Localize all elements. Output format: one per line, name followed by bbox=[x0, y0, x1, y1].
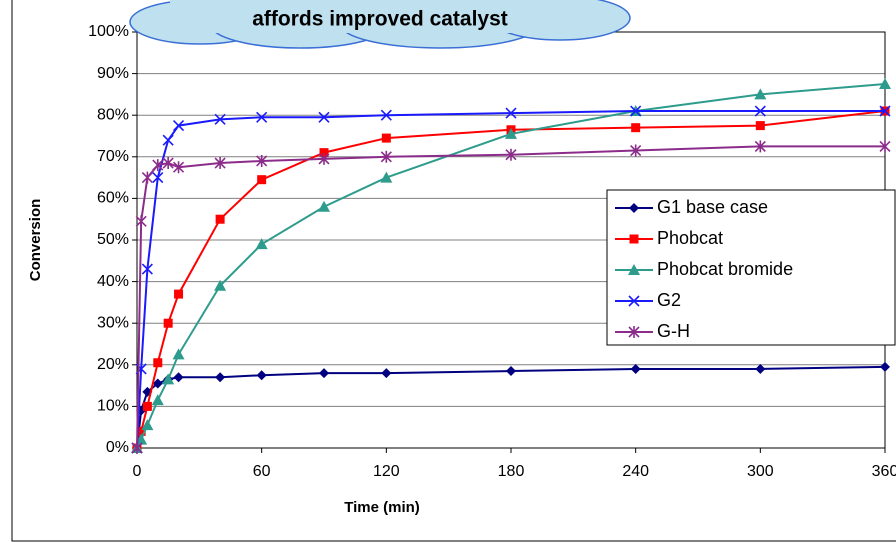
marker bbox=[143, 402, 152, 411]
y-tick-label: 80% bbox=[97, 106, 129, 123]
y-tick-label: 10% bbox=[97, 398, 129, 415]
x-tick-label: 240 bbox=[622, 463, 649, 480]
marker bbox=[164, 319, 173, 328]
marker bbox=[382, 134, 391, 143]
chart-title: affords improved catalyst bbox=[252, 8, 508, 31]
legend-label: G2 bbox=[657, 290, 681, 310]
x-tick-label: 60 bbox=[253, 463, 271, 480]
y-tick-label: 0% bbox=[106, 439, 129, 456]
legend-label: G-H bbox=[657, 321, 690, 341]
x-axis-label: Time (min) bbox=[344, 499, 420, 516]
legend-label: Phobcat bromide bbox=[657, 259, 793, 279]
x-tick-label: 180 bbox=[498, 463, 525, 480]
marker bbox=[174, 290, 183, 299]
y-tick-label: 70% bbox=[97, 148, 129, 165]
marker bbox=[257, 175, 266, 184]
legend: G1 base case Phobcat Phobcat bromide G2 G-H bbox=[607, 190, 895, 345]
x-tick-label: 300 bbox=[747, 463, 774, 480]
legend-label: Phobcat bbox=[657, 228, 723, 248]
y-tick-label: 90% bbox=[97, 65, 129, 82]
marker bbox=[216, 215, 225, 224]
y-tick-label: 20% bbox=[97, 356, 129, 373]
legend-label: G1 base case bbox=[657, 197, 768, 217]
y-tick-label: 40% bbox=[97, 273, 129, 290]
marker bbox=[756, 121, 765, 130]
y-tick-label: 60% bbox=[97, 190, 129, 207]
x-tick-label: 120 bbox=[373, 463, 400, 480]
marker bbox=[153, 358, 162, 367]
y-tick-label: 50% bbox=[97, 231, 129, 248]
y-tick-label: 30% bbox=[97, 314, 129, 331]
y-tick-label: 100% bbox=[88, 23, 129, 40]
x-tick-label: 360 bbox=[872, 463, 896, 480]
marker bbox=[631, 123, 640, 132]
chart: 0% 10% 20% 30% 40% 50% 60% 70% 80% 90% 100% 0 60 120 1… bbox=[0, 0, 896, 543]
y-axis-label: Conversion bbox=[27, 199, 44, 282]
x-tick-label: 0 bbox=[133, 463, 142, 480]
marker bbox=[630, 235, 639, 244]
